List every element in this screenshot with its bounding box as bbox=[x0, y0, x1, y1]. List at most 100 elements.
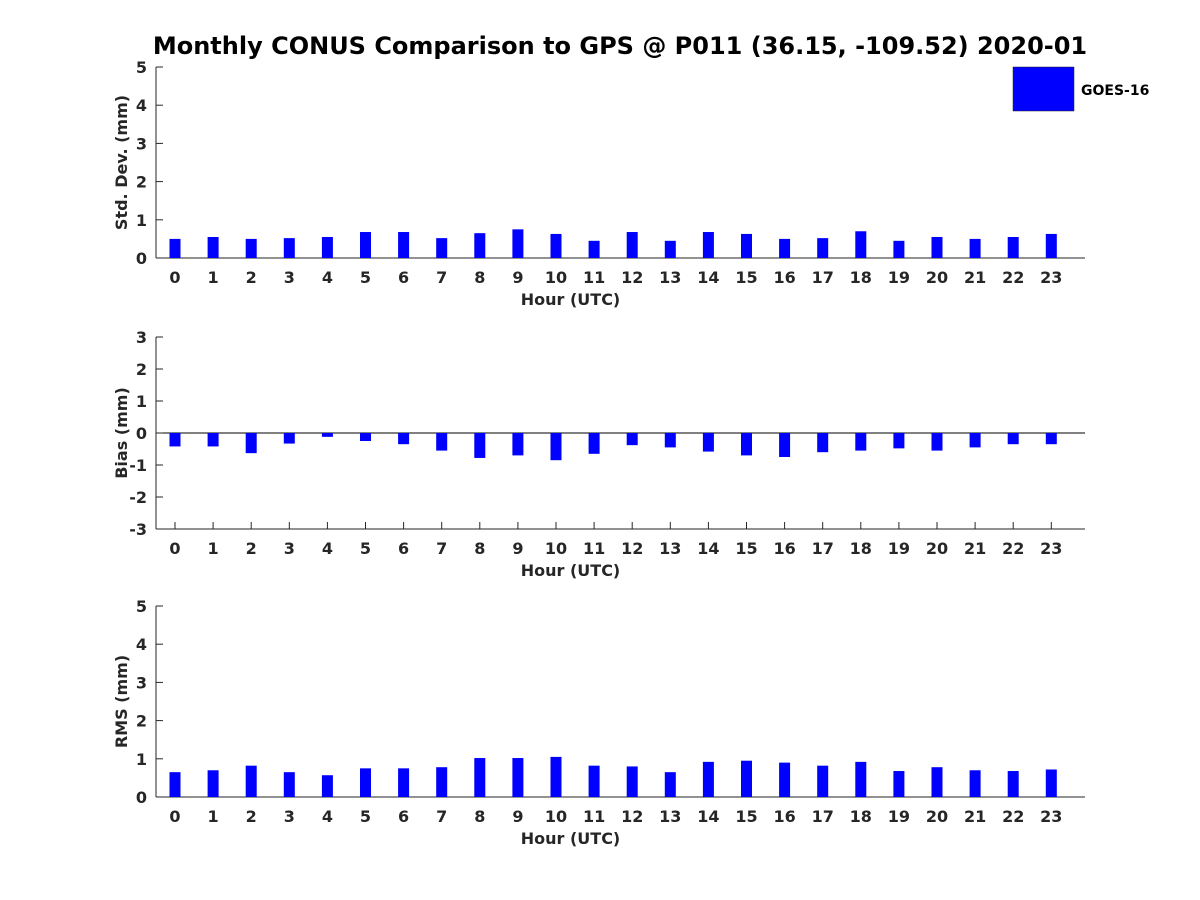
x-tick-label: 19 bbox=[888, 539, 910, 558]
x-tick-label: 3 bbox=[284, 807, 295, 826]
x-tick-label: 20 bbox=[926, 807, 948, 826]
y-tick-label: 4 bbox=[136, 96, 147, 115]
bar bbox=[474, 433, 486, 458]
bar bbox=[931, 767, 943, 797]
x-tick-label: 6 bbox=[398, 268, 409, 287]
x-tick-label: 22 bbox=[1002, 268, 1024, 287]
x-axis-label: Hour (UTC) bbox=[521, 829, 621, 848]
x-tick-label: 5 bbox=[360, 807, 371, 826]
x-tick-label: 4 bbox=[322, 268, 333, 287]
bar bbox=[207, 236, 219, 258]
bar bbox=[741, 433, 752, 456]
bar bbox=[931, 236, 943, 258]
bar bbox=[550, 433, 562, 461]
y-axis-label: Std. Dev. (mm) bbox=[112, 95, 131, 230]
bar bbox=[817, 765, 829, 797]
bar bbox=[321, 236, 333, 258]
x-tick-label: 12 bbox=[621, 807, 643, 826]
x-tick-label: 16 bbox=[773, 268, 795, 287]
x-tick-label: 18 bbox=[850, 807, 872, 826]
bar bbox=[588, 240, 600, 258]
x-axis-label: Hour (UTC) bbox=[521, 290, 621, 309]
bar bbox=[360, 768, 371, 797]
x-tick-label: 7 bbox=[436, 268, 447, 287]
x-tick-label: 21 bbox=[964, 807, 986, 826]
y-tick-label: 3 bbox=[136, 673, 147, 692]
y-tick-label: 2 bbox=[136, 173, 147, 192]
x-tick-label: 10 bbox=[545, 539, 567, 558]
x-tick-label: 9 bbox=[512, 268, 523, 287]
bar bbox=[664, 240, 676, 258]
bar bbox=[398, 768, 410, 797]
y-tick-label: 1 bbox=[136, 750, 147, 769]
legend-swatch bbox=[1012, 66, 1075, 112]
x-tick-label: 23 bbox=[1040, 539, 1062, 558]
bar bbox=[474, 233, 486, 258]
x-tick-label: 3 bbox=[284, 539, 295, 558]
bar bbox=[817, 238, 829, 258]
bar bbox=[398, 232, 410, 258]
bar bbox=[512, 229, 524, 258]
bar bbox=[512, 433, 524, 456]
x-tick-label: 20 bbox=[926, 268, 948, 287]
bar bbox=[969, 238, 981, 258]
bar bbox=[1045, 433, 1057, 445]
legend: GOES-16 bbox=[1012, 66, 1149, 112]
x-tick-label: 7 bbox=[436, 807, 447, 826]
y-tick-label: -3 bbox=[129, 520, 147, 539]
bar bbox=[855, 761, 867, 797]
bar bbox=[550, 233, 562, 258]
bar bbox=[893, 240, 905, 258]
x-tick-label: 10 bbox=[545, 807, 567, 826]
x-tick-label: 8 bbox=[474, 807, 485, 826]
x-tick-label: 2 bbox=[246, 268, 257, 287]
bar bbox=[588, 765, 600, 797]
bar bbox=[169, 772, 181, 797]
y-tick-label: 4 bbox=[136, 635, 147, 654]
y-tick-label: 1 bbox=[136, 392, 147, 411]
x-tick-label: 12 bbox=[621, 539, 643, 558]
bar bbox=[779, 433, 791, 457]
x-tick-label: 20 bbox=[926, 539, 948, 558]
legend-label: GOES-16 bbox=[1081, 83, 1149, 99]
bar bbox=[588, 433, 600, 454]
bar bbox=[702, 232, 714, 258]
y-tick-label: 3 bbox=[136, 328, 147, 347]
bar bbox=[245, 433, 257, 454]
bar bbox=[741, 233, 752, 258]
y-tick-label: 0 bbox=[136, 424, 147, 443]
x-axis-label: Hour (UTC) bbox=[521, 561, 621, 580]
x-tick-label: 17 bbox=[812, 807, 834, 826]
bar bbox=[360, 232, 371, 258]
y-tick-label: -1 bbox=[129, 456, 147, 475]
x-tick-label: 6 bbox=[398, 807, 409, 826]
y-tick-label: 0 bbox=[136, 249, 147, 268]
y-tick-label: 1 bbox=[136, 211, 147, 230]
bar bbox=[207, 433, 219, 447]
x-tick-label: 22 bbox=[1002, 539, 1024, 558]
bar bbox=[207, 770, 219, 797]
x-tick-label: 2 bbox=[246, 807, 257, 826]
bar bbox=[398, 433, 410, 445]
bar bbox=[550, 756, 562, 797]
y-tick-label: 3 bbox=[136, 134, 147, 153]
bar bbox=[931, 433, 943, 451]
bar bbox=[893, 433, 905, 449]
bar bbox=[779, 238, 791, 258]
x-tick-label: 14 bbox=[697, 539, 719, 558]
bar bbox=[283, 433, 295, 444]
bar bbox=[1045, 769, 1057, 797]
x-tick-label: 7 bbox=[436, 539, 447, 558]
x-tick-label: 21 bbox=[964, 268, 986, 287]
x-tick-label: 5 bbox=[360, 539, 371, 558]
bar bbox=[283, 772, 295, 797]
x-tick-label: 19 bbox=[888, 807, 910, 826]
x-tick-label: 22 bbox=[1002, 807, 1024, 826]
bar bbox=[245, 238, 257, 258]
bar bbox=[1007, 771, 1019, 797]
